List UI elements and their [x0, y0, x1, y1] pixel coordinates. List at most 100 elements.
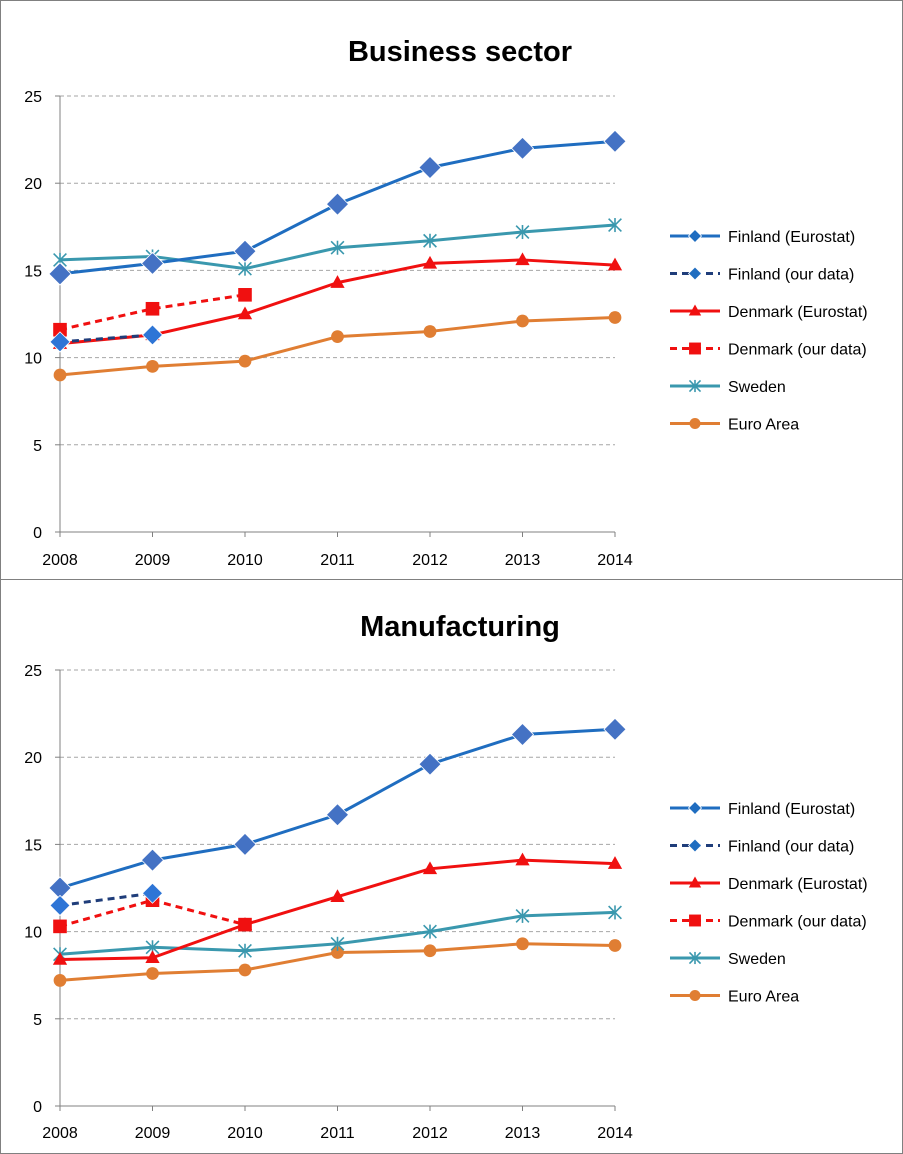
data-point — [516, 314, 529, 328]
data-point — [53, 919, 67, 934]
data-point — [48, 262, 72, 286]
data-point — [325, 803, 350, 827]
legend-label: Sweden — [728, 951, 786, 968]
x-tick-label: 2012 — [412, 1125, 448, 1142]
data-point — [141, 324, 164, 346]
legend-label: Denmark (our data) — [728, 342, 867, 359]
legend-marker — [689, 417, 701, 430]
data-point — [608, 218, 622, 233]
legend-label: Finland (Eurostat) — [728, 801, 855, 818]
x-tick-label: 2010 — [227, 1125, 263, 1142]
legend-label: Finland (Eurostat) — [728, 229, 855, 246]
chart-title: Business sector — [348, 36, 572, 68]
data-point — [233, 832, 257, 856]
legend-label: Denmark (our data) — [728, 914, 867, 931]
legend-marker — [689, 342, 701, 355]
data-point — [608, 939, 622, 952]
x-tick-label: 2014 — [597, 1125, 633, 1142]
data-point — [423, 325, 437, 338]
data-point — [608, 905, 622, 920]
data-point — [422, 861, 438, 875]
legend-marker — [689, 989, 701, 1002]
data-point — [238, 261, 252, 276]
data-point — [603, 717, 627, 741]
x-tick-label: 2008 — [42, 552, 78, 569]
data-point — [423, 944, 437, 958]
data-point — [515, 225, 530, 240]
x-tick-label: 2011 — [320, 552, 355, 569]
data-point — [608, 311, 622, 324]
legend-marker — [688, 379, 702, 393]
data-point — [53, 322, 67, 337]
x-tick-label: 2008 — [42, 1125, 78, 1142]
chart-title: Manufacturing — [360, 611, 560, 643]
legend-marker — [687, 266, 703, 281]
x-tick-label: 2014 — [597, 552, 633, 569]
data-point — [515, 908, 530, 923]
data-point — [238, 288, 252, 302]
data-point — [423, 924, 437, 939]
x-tick-label: 2009 — [135, 1125, 171, 1142]
data-point — [607, 257, 623, 271]
x-tick-label: 2010 — [227, 552, 263, 569]
legend-label: Denmark (Eurostat) — [728, 304, 868, 321]
data-point — [146, 359, 159, 373]
data-point — [49, 331, 71, 353]
legend-label: Euro Area — [728, 417, 799, 434]
data-point — [233, 239, 257, 263]
y-tick-label: 15 — [24, 837, 42, 854]
business-sector-chart: Business sector 0 5 10 15 20 25 2008 2009 2010 20… — [24, 36, 868, 569]
data-point — [418, 752, 442, 776]
legend-label: Sweden — [728, 379, 786, 396]
legend-marker — [688, 304, 702, 316]
manufacturing-chart-svg: Manufacturing 0 5 10 15 20 25 2008 2009 2010 2011… — [24, 611, 868, 1142]
data-point — [325, 192, 350, 216]
data-point — [331, 330, 344, 344]
data-point — [330, 936, 345, 951]
data-point — [145, 301, 160, 316]
y-tick-label: 0 — [33, 1099, 42, 1116]
series-line — [59, 891, 153, 907]
data-point — [330, 889, 345, 902]
y-tick-label: 15 — [24, 263, 42, 280]
x-tick-label: 2012 — [412, 552, 448, 569]
y-tick-label: 5 — [33, 1012, 42, 1029]
legend-label: Finland (our data) — [728, 267, 854, 284]
legend-marker — [689, 914, 701, 927]
data-point — [510, 136, 535, 160]
data-point — [422, 255, 438, 269]
data-point — [330, 240, 345, 255]
legend-marker — [688, 876, 702, 888]
series-line — [59, 333, 153, 344]
x-tick-label: 2013 — [505, 552, 541, 569]
data-point — [238, 963, 252, 977]
data-point — [140, 251, 165, 275]
x-tick-label: 2011 — [320, 1125, 355, 1142]
data-point — [418, 155, 442, 180]
data-point — [53, 974, 67, 987]
data-point — [238, 354, 252, 368]
data-point — [237, 306, 253, 320]
y-tick-label: 0 — [33, 525, 42, 542]
legend-label: Denmark (Eurostat) — [728, 876, 868, 893]
data-point — [52, 952, 68, 965]
data-point — [331, 946, 344, 959]
manufacturing-chart: Manufacturing 0 5 10 15 20 25 2008 2009 2010 2011… — [0, 580, 903, 1154]
data-point — [515, 852, 530, 866]
data-point — [603, 129, 627, 153]
y-tick-label: 10 — [24, 925, 42, 942]
data-point — [238, 917, 252, 932]
x-tick-label: 2009 — [135, 552, 171, 569]
legend-marker — [688, 951, 702, 965]
data-point — [145, 950, 160, 964]
data-point — [515, 252, 530, 266]
data-point — [510, 722, 535, 747]
data-point — [140, 848, 165, 872]
legend-marker — [687, 800, 703, 816]
data-point — [330, 275, 345, 288]
legend-label: Finland (our data) — [728, 839, 854, 856]
data-point — [141, 882, 164, 904]
y-tick-label: 20 — [24, 750, 42, 767]
data-point — [423, 233, 437, 248]
